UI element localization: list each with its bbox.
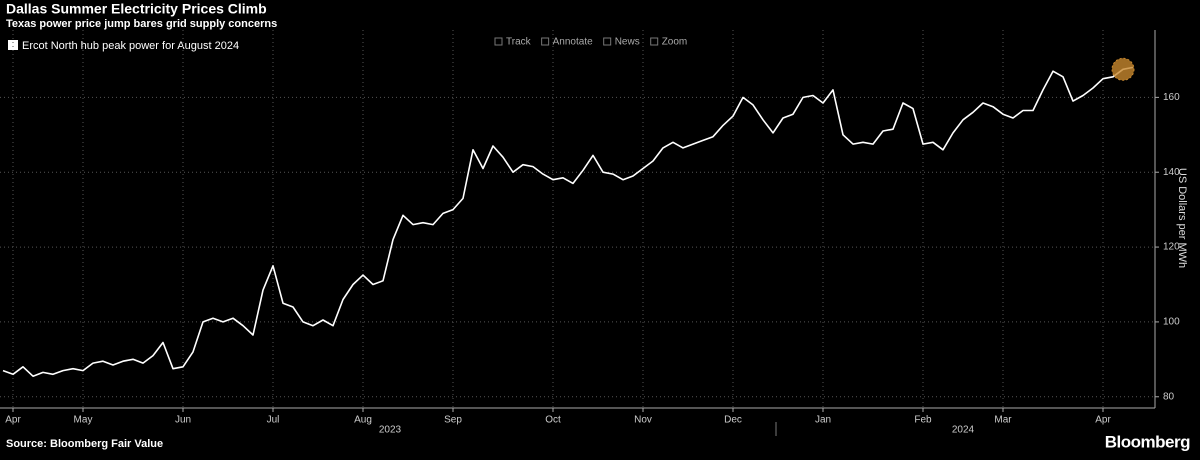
- x-tick-label: Jun: [175, 415, 191, 426]
- y-tick-label: 100: [1163, 317, 1180, 328]
- x-group-label: 2024: [952, 425, 975, 436]
- y-tick-label: 140: [1163, 167, 1180, 178]
- x-tick-label: Jan: [815, 415, 831, 426]
- toolbar-icon[interactable]: [603, 37, 612, 46]
- plot-area: 80 100 120 140 160 Apr May Jun Jul Aug Sep Oct Nov De…: [0, 30, 1180, 436]
- x-tick-label: Oct: [545, 415, 561, 426]
- toolbar-button[interactable]: News: [615, 37, 640, 48]
- x-tick-label: Sep: [444, 415, 462, 426]
- y-axis-title: US Dollars per MWh: [1176, 168, 1188, 268]
- x-tick-label: May: [74, 415, 93, 426]
- x-tick-label: Apr: [1095, 415, 1111, 426]
- toolbar-icon[interactable]: [650, 37, 659, 46]
- source: Source: Bloomberg Fair Value: [6, 438, 163, 450]
- x-tick-label: Jul: [267, 415, 280, 426]
- x-tick-label: Mar: [994, 415, 1012, 426]
- toolbar-icon[interactable]: [494, 37, 503, 46]
- legend-swatch: [8, 40, 18, 50]
- toolbar-button[interactable]: Track: [506, 37, 532, 48]
- highlight-marker: [1111, 57, 1135, 81]
- line-series: [2, 66, 1134, 377]
- chart-title: Dallas Summer Electricity Prices Climb: [6, 1, 267, 17]
- toolbar-button[interactable]: Zoom: [662, 37, 688, 48]
- x-tick-label: Dec: [724, 415, 742, 426]
- y-tick-label: 120: [1163, 242, 1180, 253]
- toolbar-button[interactable]: Annotate: [553, 37, 593, 48]
- x-tick-label: Nov: [634, 415, 652, 426]
- chart-subtitle: Texas power price jump bares grid supply…: [6, 18, 277, 30]
- x-tick-label: Aug: [354, 415, 372, 426]
- toolbar: Track Annotate News Zoom: [494, 37, 688, 48]
- x-tick-label: Apr: [5, 415, 21, 426]
- toolbar-icon[interactable]: [541, 37, 550, 46]
- y-tick-label: 80: [1163, 391, 1175, 402]
- y-tick-label: 160: [1163, 92, 1180, 103]
- legend-label: Ercot North hub peak power for August 20…: [22, 40, 239, 52]
- x-group-label: 2023: [379, 425, 402, 436]
- x-tick-label: Feb: [914, 415, 932, 426]
- brand-logo: Bloomberg: [1105, 432, 1190, 451]
